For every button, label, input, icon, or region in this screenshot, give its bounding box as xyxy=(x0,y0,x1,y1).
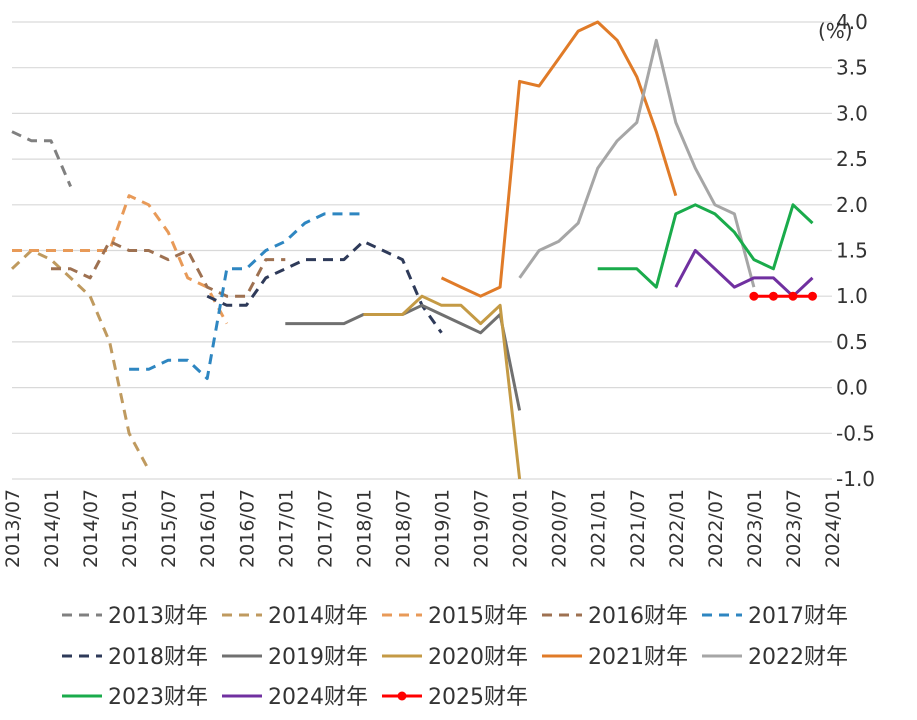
series-line-2017-fy xyxy=(129,212,364,380)
legend: 2013财年 2014财年 2015财年 2016财年 2017财年 2018财年 2019… xyxy=(62,604,848,710)
series-line-2022-fy xyxy=(518,38,756,288)
legend-label: 2014财年 xyxy=(268,604,368,629)
series-line-2016-fy xyxy=(51,239,286,298)
legend-entry: 2019财年 xyxy=(222,645,368,670)
x-tick-label: 2013/07 xyxy=(2,489,24,568)
legend-entry: 2018财年 xyxy=(62,645,208,670)
legend-label: 2015财年 xyxy=(428,604,528,629)
legend-entry: 2024财年 xyxy=(222,685,368,710)
x-tick-label: 2015/07 xyxy=(158,489,180,568)
x-tick-label: 2014/01 xyxy=(41,489,63,568)
legend-entry: 2021财年 xyxy=(542,645,688,670)
legend-label: 2018财年 xyxy=(108,645,208,670)
legend-entry: 2020财年 xyxy=(382,645,528,670)
legend-marker xyxy=(397,691,407,701)
x-tick-label: 2023/07 xyxy=(783,489,805,568)
x-tick-label: 2022/01 xyxy=(666,489,688,568)
series-point xyxy=(807,291,817,301)
x-tick-label: 2020/01 xyxy=(510,489,532,568)
series-line-2024-fy xyxy=(674,249,814,298)
x-tick-label: 2019/07 xyxy=(471,489,493,568)
series-line-2014-fy xyxy=(10,249,151,471)
series-line-2021-fy xyxy=(440,20,678,298)
y-tick-label: -1.0 xyxy=(836,467,875,491)
series-point xyxy=(749,291,759,301)
legend-entry: 2017财年 xyxy=(702,604,848,629)
x-tick-label: 2019/01 xyxy=(432,489,454,568)
x-tick-label: 2015/01 xyxy=(119,489,141,568)
y-tick-label: 2.5 xyxy=(836,147,868,171)
y-axis-ticks: 4.0 3.5 3.0 2.5 2.0 1.5 1.0 0.5 0.0 -0.5 -1.0 xyxy=(836,10,875,491)
y-tick-label: 0.0 xyxy=(836,376,868,400)
x-tick-label: 2023/01 xyxy=(744,489,766,568)
legend-entry: 2016财年 xyxy=(542,604,688,629)
y-axis-unit-label: (%) xyxy=(818,19,853,43)
y-tick-label: 3.0 xyxy=(836,101,868,125)
x-tick-label: 2021/07 xyxy=(627,489,649,568)
x-tick-label: 2021/01 xyxy=(588,489,610,568)
y-tick-label: 4.0 xyxy=(836,10,868,34)
legend-label: 2022财年 xyxy=(748,645,848,670)
legend-entry: 2025财年 xyxy=(382,685,528,710)
legend-label: 2025财年 xyxy=(428,685,528,710)
x-tick-label: 2014/07 xyxy=(80,489,102,568)
x-tick-label: 2018/01 xyxy=(353,489,375,568)
legend-label: 2024财年 xyxy=(268,685,368,710)
legend-entry: 2015财年 xyxy=(382,604,528,629)
legend-entry: 2022财年 xyxy=(702,645,848,670)
legend-label: 2016财年 xyxy=(588,604,688,629)
legend-entry: 2014财年 xyxy=(222,604,368,629)
legend-entry: 2023财年 xyxy=(62,685,208,710)
x-tick-label: 2016/01 xyxy=(197,489,219,568)
series-line-2020-fy xyxy=(363,294,522,480)
y-tick-label: -0.5 xyxy=(836,421,875,445)
y-tick-label: 2.0 xyxy=(836,193,868,217)
series-lines xyxy=(10,20,817,480)
x-axis-ticks: 2013/07 2014/01 2014/07 2015/01 2015/07 2016/… xyxy=(2,489,844,568)
series-point xyxy=(768,291,778,301)
y-tick-label: 1.5 xyxy=(836,239,868,263)
series-line-2018-fy xyxy=(206,239,443,334)
legend-label: 2020财年 xyxy=(428,645,528,670)
x-tick-label: 2018/07 xyxy=(392,489,414,568)
x-tick-label: 2020/07 xyxy=(549,489,571,568)
series-line-2023-fy xyxy=(597,203,814,289)
x-tick-label: 2017/07 xyxy=(314,489,336,568)
series-line-2015-fy xyxy=(12,194,229,325)
y-tick-label: 1.0 xyxy=(836,284,868,308)
x-tick-label: 2016/07 xyxy=(236,489,258,568)
legend-label: 2013财年 xyxy=(108,604,208,629)
series-point xyxy=(788,291,798,301)
legend-label: 2017财年 xyxy=(748,604,848,629)
x-tick-label: 2024/01 xyxy=(822,489,844,568)
x-tick-label: 2017/01 xyxy=(275,489,297,568)
x-tick-label: 2022/07 xyxy=(705,489,727,568)
legend-label: 2023财年 xyxy=(108,685,208,710)
legend-label: 2021财年 xyxy=(588,645,688,670)
y-tick-label: 0.5 xyxy=(836,330,868,354)
y-tick-label: 3.5 xyxy=(836,56,868,80)
legend-label: 2019财年 xyxy=(268,645,368,670)
legend-entry: 2013财年 xyxy=(62,604,208,629)
